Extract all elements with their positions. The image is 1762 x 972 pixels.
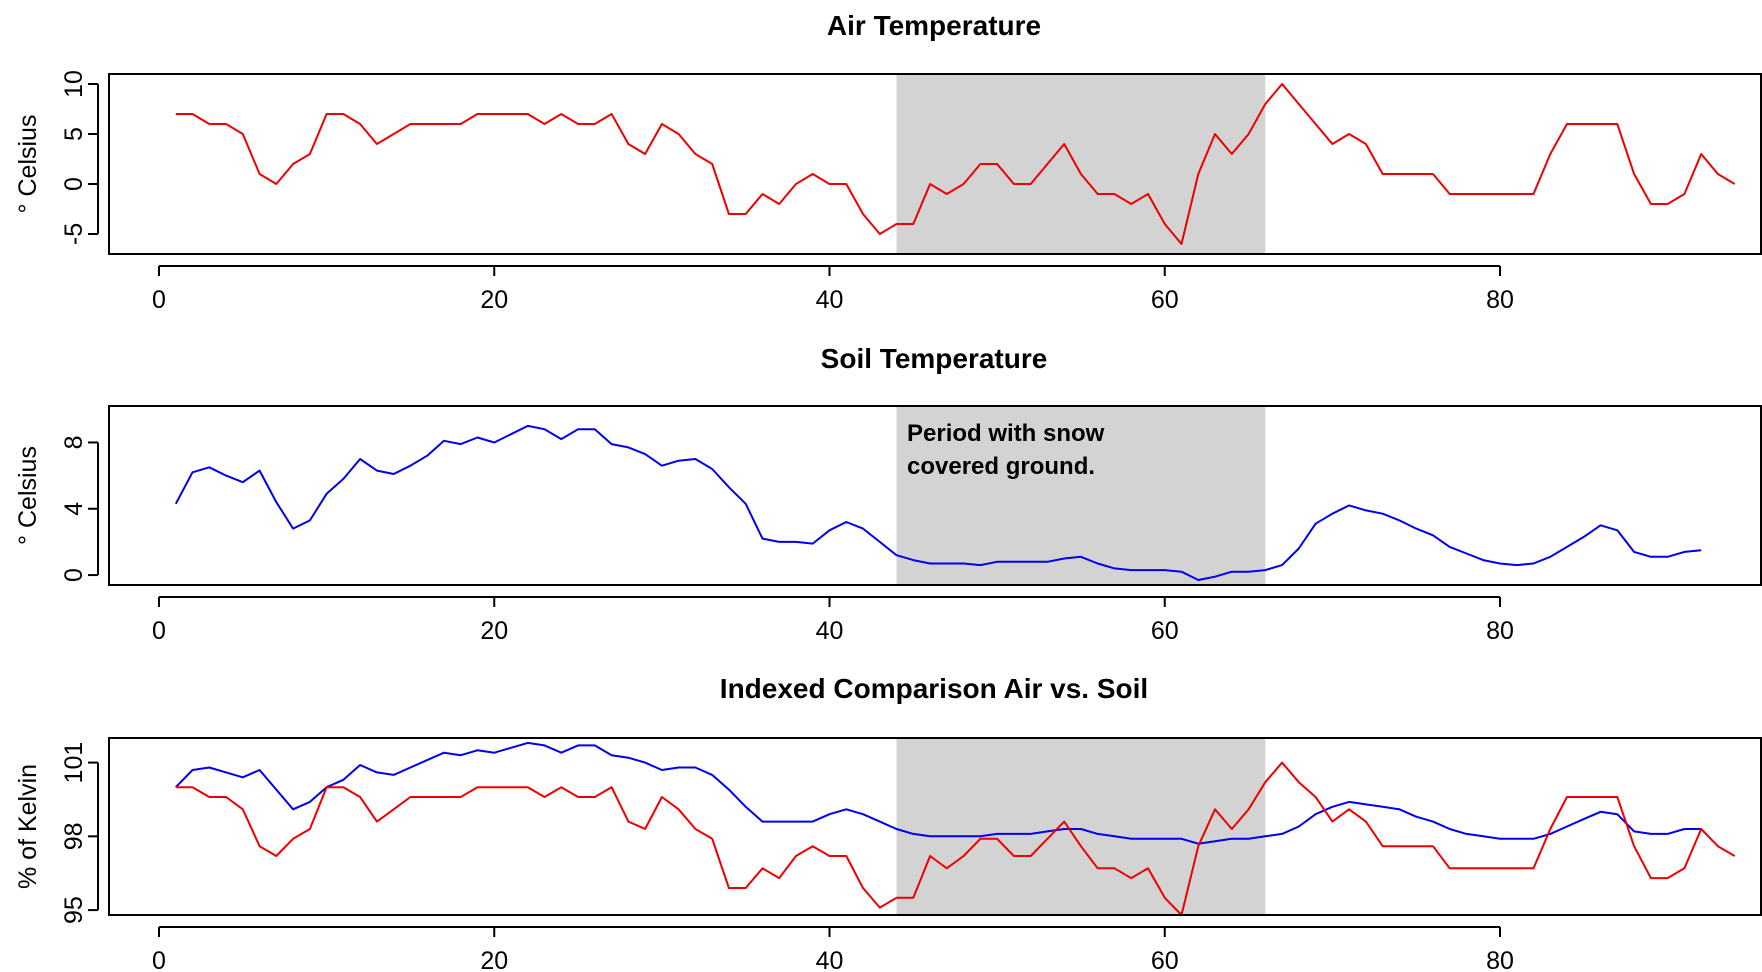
x-tick-label: 60 <box>1151 617 1179 645</box>
y-tick-label: 0 <box>60 177 88 191</box>
x-tick-label: 20 <box>480 286 508 314</box>
x-tick-label: 60 <box>1151 947 1179 972</box>
y-axis-label: ° Celsius <box>14 446 42 545</box>
annotation-line-2: covered ground. <box>907 453 1095 480</box>
panel-air-temperature: Air Temperature 0 20 40 60 80 -5 0 5 10 ° Celsius <box>14 10 1762 314</box>
y-tick-label: 101 <box>60 742 88 784</box>
plot-frame <box>108 405 1762 586</box>
snow-period-shading <box>896 406 1266 585</box>
y-tick-label: 10 <box>60 70 88 98</box>
x-tick-label: 0 <box>152 286 166 314</box>
x-tick-label: 60 <box>1151 286 1179 314</box>
x-tick-label: 0 <box>152 947 166 972</box>
y-tick-label: 95 <box>60 896 88 924</box>
chart-title: Air Temperature <box>827 10 1041 41</box>
snow-period-shading <box>896 74 1266 254</box>
x-tick-label: 80 <box>1486 947 1514 972</box>
y-tick-label: 5 <box>60 127 88 141</box>
x-tick-label: 80 <box>1486 286 1514 314</box>
panel-indexed-comparison: Indexed Comparison Air vs. Soil 0 20 40 60 8… <box>14 673 1762 972</box>
y-tick-label: -5 <box>60 223 88 245</box>
x-tick-label: 0 <box>152 617 166 645</box>
chart-title: Indexed Comparison Air vs. Soil <box>720 673 1148 704</box>
y-tick-label: 8 <box>60 436 88 450</box>
y-axis-label: % of Kelvin <box>14 764 42 889</box>
annotation-line-1: Period with snow <box>907 420 1105 447</box>
x-tick-label: 80 <box>1486 617 1514 645</box>
x-tick-label: 40 <box>816 286 844 314</box>
x-tick-label: 20 <box>480 617 508 645</box>
series-line-2 <box>175 761 1736 916</box>
plot-area: 0 20 40 60 80 -5 0 5 10 ° Celsius <box>14 70 1762 314</box>
panel-soil-temperature: Soil Temperature Period with snow covered… <box>14 343 1762 645</box>
y-axis-label: ° Celsius <box>14 115 42 214</box>
series-line-1 <box>175 83 1736 245</box>
y-tick-label: 4 <box>60 502 88 516</box>
y-tick-label: 98 <box>60 822 88 850</box>
plot-area: 0 20 40 60 80 95 98 101 % of Kelvin <box>14 737 1762 972</box>
series-line-1 <box>174 424 1702 581</box>
y-tick-label: 0 <box>60 568 88 582</box>
x-tick-label: 40 <box>816 617 844 645</box>
series-line-1 <box>175 741 1702 845</box>
x-tick-label: 20 <box>480 947 508 972</box>
chart-title: Soil Temperature <box>821 343 1048 374</box>
x-tick-label: 40 <box>816 947 844 972</box>
snow-period-shading <box>896 738 1266 915</box>
plot-frame <box>108 73 1762 255</box>
plot-frame <box>108 737 1762 916</box>
